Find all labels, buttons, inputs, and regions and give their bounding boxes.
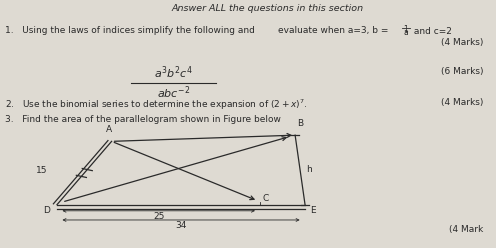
Text: 1: 1 — [403, 25, 408, 34]
Text: $abc^{-2}$: $abc^{-2}$ — [157, 84, 190, 101]
Text: (4 Mark: (4 Mark — [449, 225, 484, 234]
Text: 34: 34 — [176, 221, 186, 230]
Text: Answer ALL the questions in this section: Answer ALL the questions in this section — [172, 4, 364, 13]
Text: evaluate when a=3, b =: evaluate when a=3, b = — [278, 26, 388, 35]
Text: E: E — [310, 206, 315, 215]
Text: and c=2: and c=2 — [411, 27, 452, 35]
Text: 25: 25 — [153, 212, 164, 221]
Text: (4 Marks): (4 Marks) — [441, 98, 484, 107]
Text: A: A — [106, 125, 112, 134]
Text: a: a — [403, 28, 408, 37]
Text: (6 Marks): (6 Marks) — [441, 67, 484, 76]
Text: (4 Marks): (4 Marks) — [441, 38, 484, 47]
Text: $a^3b^2c^4$: $a^3b^2c^4$ — [154, 64, 193, 81]
Text: 3.   Find the area of the parallelogram shown in Figure below: 3. Find the area of the parallelogram sh… — [5, 115, 281, 124]
Text: D: D — [43, 206, 50, 215]
Text: 15: 15 — [36, 166, 47, 175]
Text: B: B — [298, 119, 304, 128]
Text: 2.   Use the binomial series to determine the expansion of $(2+x)^7$.: 2. Use the binomial series to determine … — [5, 98, 308, 112]
Text: C: C — [263, 194, 269, 203]
Text: 1.   Using the laws of indices simplify the following and: 1. Using the laws of indices simplify th… — [5, 26, 255, 35]
Text: h: h — [306, 165, 312, 174]
